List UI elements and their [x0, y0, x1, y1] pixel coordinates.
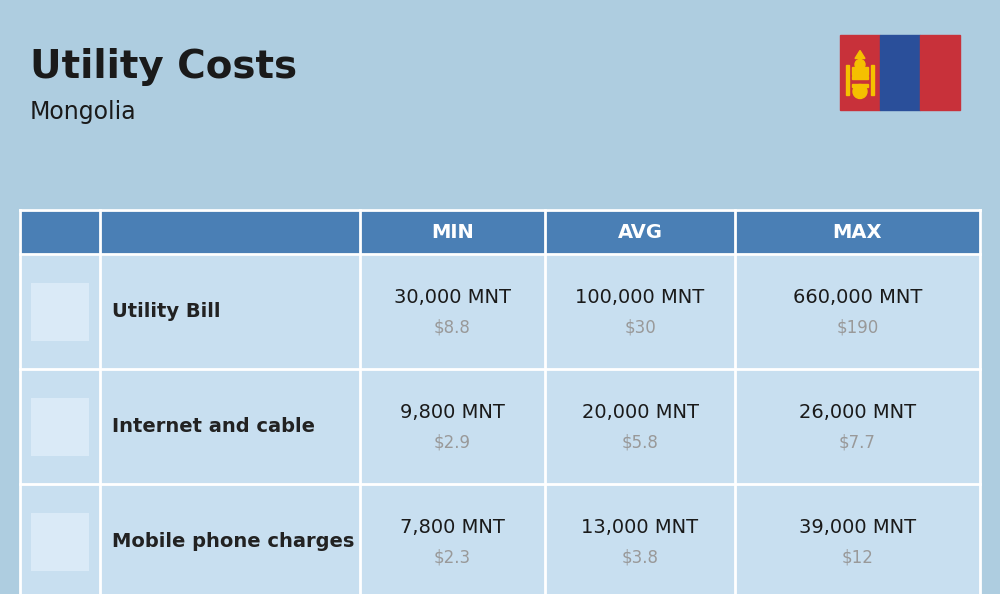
- Bar: [871, 65, 874, 94]
- Text: $8.8: $8.8: [434, 318, 471, 336]
- Text: 7,800 MNT: 7,800 MNT: [400, 518, 505, 537]
- Text: 20,000 MNT: 20,000 MNT: [582, 403, 698, 422]
- Circle shape: [855, 59, 865, 69]
- Bar: [846, 65, 849, 94]
- Bar: [20, 210, 980, 254]
- Text: MAX: MAX: [833, 223, 882, 242]
- Text: 39,000 MNT: 39,000 MNT: [799, 518, 916, 537]
- Bar: [920, 35, 960, 110]
- Circle shape: [853, 84, 867, 99]
- Text: $12: $12: [842, 548, 873, 567]
- Text: 100,000 MNT: 100,000 MNT: [575, 288, 705, 307]
- Bar: [852, 84, 868, 87]
- Text: Mobile phone charges: Mobile phone charges: [112, 532, 354, 551]
- Text: $5.8: $5.8: [622, 434, 658, 451]
- Text: 13,000 MNT: 13,000 MNT: [581, 518, 699, 537]
- Text: $7.7: $7.7: [839, 434, 876, 451]
- Text: 9,800 MNT: 9,800 MNT: [400, 403, 505, 422]
- Bar: [31, 397, 89, 456]
- Bar: [31, 513, 89, 570]
- Text: Mongolia: Mongolia: [30, 100, 137, 124]
- Text: $30: $30: [624, 318, 656, 336]
- Text: 30,000 MNT: 30,000 MNT: [394, 288, 511, 307]
- Text: MIN: MIN: [431, 223, 474, 242]
- Text: 26,000 MNT: 26,000 MNT: [799, 403, 916, 422]
- Text: $2.3: $2.3: [434, 548, 471, 567]
- Bar: [20, 369, 980, 484]
- Text: 660,000 MNT: 660,000 MNT: [793, 288, 922, 307]
- Bar: [20, 484, 980, 594]
- Bar: [852, 67, 868, 74]
- Text: AVG: AVG: [618, 223, 662, 242]
- Bar: [880, 35, 920, 110]
- Text: Utility Bill: Utility Bill: [112, 302, 220, 321]
- Text: $3.8: $3.8: [622, 548, 658, 567]
- Bar: [852, 75, 868, 78]
- Text: $2.9: $2.9: [434, 434, 471, 451]
- Text: Internet and cable: Internet and cable: [112, 417, 315, 436]
- Text: Utility Costs: Utility Costs: [30, 48, 297, 86]
- Bar: [31, 283, 89, 340]
- Polygon shape: [855, 50, 865, 58]
- Bar: [20, 254, 980, 369]
- Text: $190: $190: [836, 318, 879, 336]
- Bar: [840, 35, 880, 110]
